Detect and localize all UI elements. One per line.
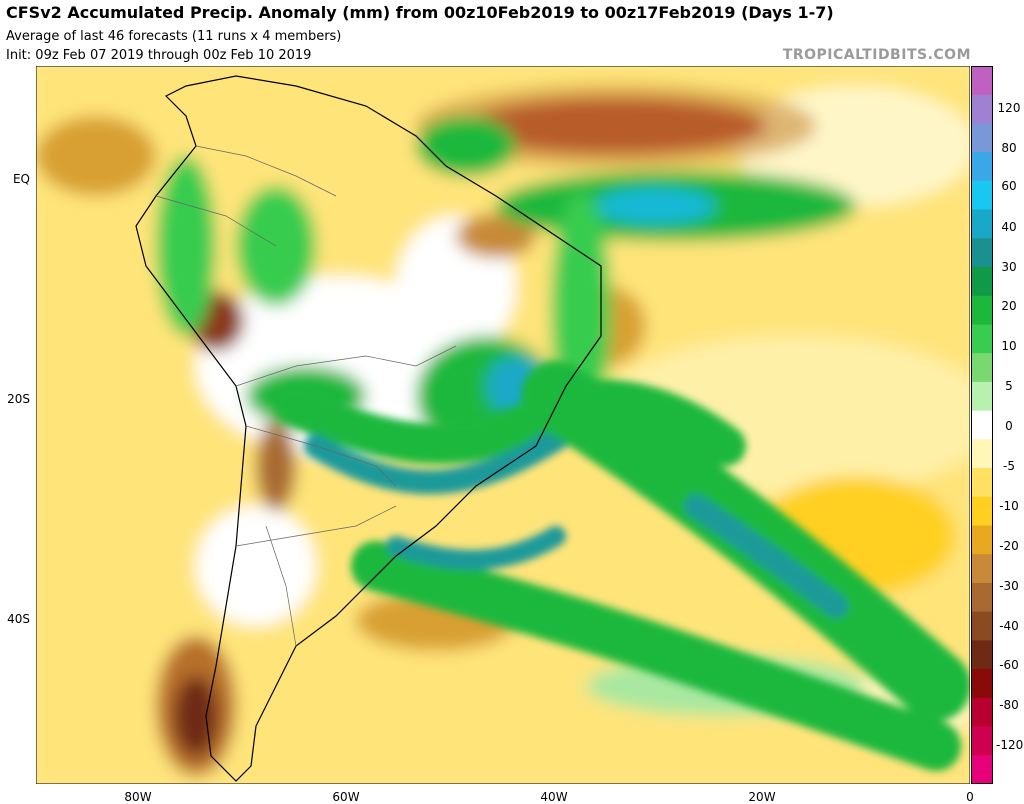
colorbar-swatch xyxy=(971,726,993,756)
colorbar-swatch xyxy=(971,180,993,211)
map-title: CFSv2 Accumulated Precip. Anomaly (mm) f… xyxy=(6,3,834,22)
lon-label-80w: 80W xyxy=(124,790,152,804)
colorbar-label: -40 xyxy=(999,619,1019,633)
colorbar-swatch xyxy=(971,267,993,297)
colorbar-swatch xyxy=(971,209,993,239)
colorbar-swatch xyxy=(971,66,993,96)
colorbar-swatch xyxy=(971,324,993,354)
colorbar-swatch xyxy=(971,525,993,555)
colorbar-swatch xyxy=(971,295,993,325)
colorbar-swatch xyxy=(971,439,993,469)
colorbar-swatch xyxy=(971,94,993,124)
colorbar-swatch xyxy=(971,468,993,498)
colorbar-swatch xyxy=(971,697,993,728)
map-subtitle: Average of last 46 forecasts (11 runs x … xyxy=(6,29,342,44)
colorbar-label: 0 xyxy=(1005,419,1013,433)
colorbar-swatch xyxy=(971,123,993,153)
colorbar-label: 60 xyxy=(1001,179,1017,193)
precip-anomaly-map xyxy=(36,66,970,784)
colorbar-label: 40 xyxy=(1001,220,1017,234)
continent-outline xyxy=(135,75,602,782)
colorbar-label: -80 xyxy=(999,698,1019,712)
colorbar-swatch xyxy=(971,611,993,641)
lat-label-eq: EQ xyxy=(12,172,30,186)
colorbar-swatch xyxy=(971,582,993,613)
colorbar-swatch xyxy=(971,381,993,412)
colorbar-swatch xyxy=(971,496,993,527)
lat-label-40s: 40S xyxy=(7,612,30,626)
colorbar-label: -30 xyxy=(999,579,1019,593)
wet-bands xyxy=(276,361,970,771)
colorbar-swatch xyxy=(971,640,993,670)
colorbar-swatch xyxy=(971,238,993,268)
brand-watermark: TROPICALTIDBITS.COM xyxy=(782,47,971,63)
colorbar-label: -120 xyxy=(996,738,1024,752)
colorbar-swatch xyxy=(971,410,993,440)
colorbar-label: -60 xyxy=(999,658,1019,672)
init-info: Init: 09z Feb 07 2019 through 00z Feb 10… xyxy=(6,48,312,63)
colorbar-label: -5 xyxy=(1003,459,1015,473)
colorbar-swatch xyxy=(971,755,993,784)
country-borders xyxy=(155,145,457,647)
colorbar-label: 20 xyxy=(1001,299,1017,313)
colorbar-label: -10 xyxy=(999,499,1019,513)
colorbar-label: 80 xyxy=(1001,141,1017,155)
colorbar-swatch xyxy=(971,669,993,699)
colorbar-label: 5 xyxy=(1005,379,1013,393)
colorbar-label: 30 xyxy=(1001,260,1017,274)
lat-label-20s: 20S xyxy=(7,392,30,406)
lon-label-20w: 20W xyxy=(748,790,776,804)
colorbar xyxy=(971,66,993,784)
colorbar-label: -20 xyxy=(999,539,1019,553)
colorbar-swatch xyxy=(971,353,993,383)
lon-label-0: 0 xyxy=(966,790,974,804)
lon-label-60w: 60W xyxy=(332,790,360,804)
colorbar-label: 10 xyxy=(1001,339,1017,353)
colorbar-swatch xyxy=(971,554,993,584)
colorbar-swatch xyxy=(971,152,993,182)
lon-label-40w: 40W xyxy=(540,790,568,804)
colorbar-label: 120 xyxy=(997,101,1021,115)
